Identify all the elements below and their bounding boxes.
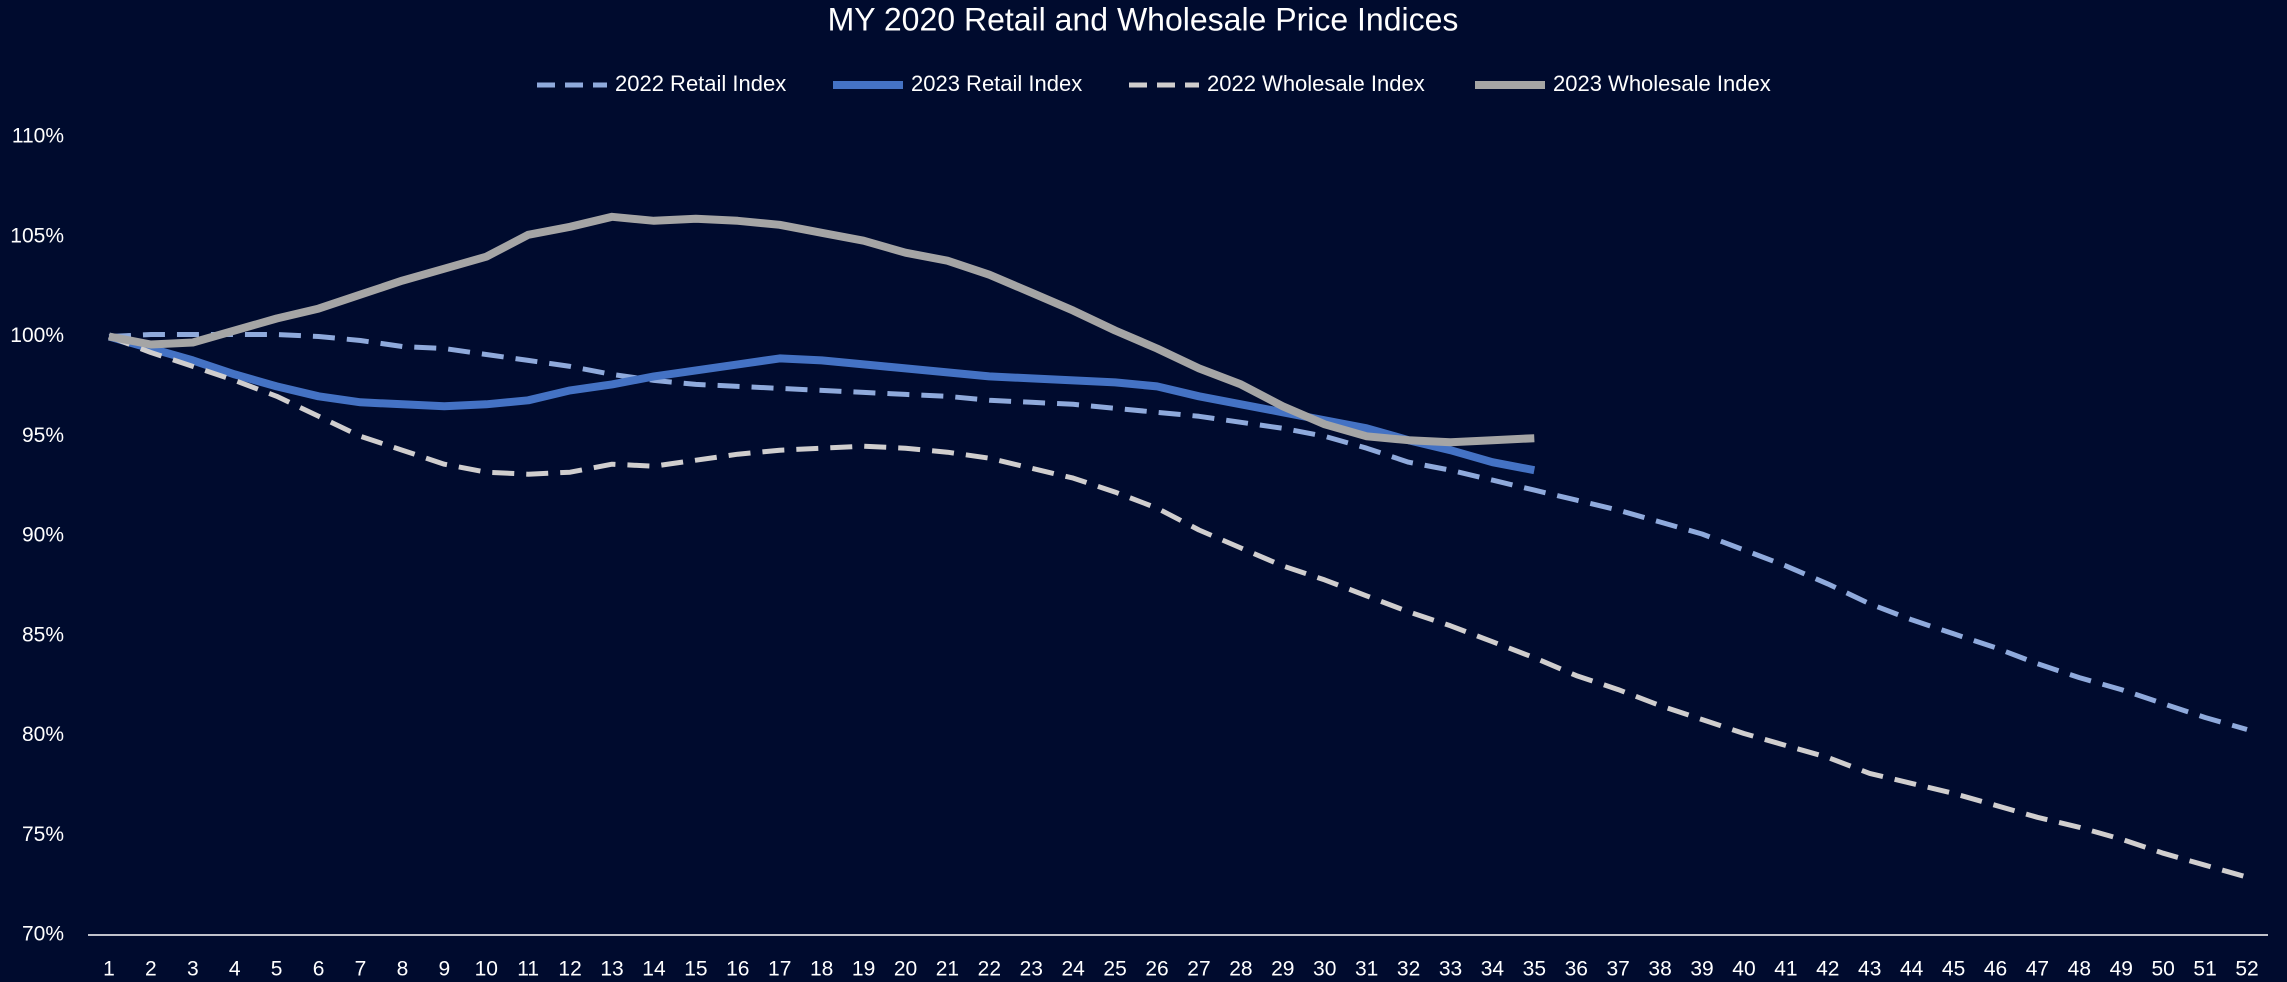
- x-tick-label: 33: [1439, 958, 1462, 981]
- x-tick-label: 39: [1690, 958, 1713, 981]
- x-tick-label: 44: [1900, 958, 1924, 981]
- x-tick-label: 3: [187, 958, 199, 981]
- x-tick-label: 34: [1481, 958, 1505, 981]
- x-tick-label: 6: [313, 958, 325, 981]
- x-tick-label: 29: [1271, 958, 1294, 981]
- x-tick-label: 27: [1187, 958, 1210, 981]
- x-tick-label: 21: [936, 958, 959, 981]
- x-tick-label: 17: [768, 958, 791, 981]
- x-tick-label: 7: [355, 958, 367, 981]
- x-tick-label: 46: [1984, 958, 2007, 981]
- x-tick-label: 24: [1062, 958, 1086, 981]
- x-tick-label: 18: [810, 958, 833, 981]
- x-tick-label: 48: [2068, 958, 2091, 981]
- legend-label: 2023 Wholesale Index: [1553, 71, 1771, 96]
- x-tick-label: 32: [1397, 958, 1420, 981]
- series-line: [108, 332, 2248, 732]
- x-tick-label: 43: [1858, 958, 1881, 981]
- x-tick-label: 12: [558, 958, 581, 981]
- y-tick-label: 90%: [22, 524, 64, 547]
- y-tick-label: 95%: [22, 424, 64, 447]
- x-tick-label: 9: [439, 958, 451, 981]
- x-tick-label: 1: [103, 958, 115, 981]
- x-tick-label: 45: [1942, 958, 1965, 981]
- x-tick-label: 41: [1774, 958, 1797, 981]
- x-tick-label: 20: [894, 958, 917, 981]
- chart-title: MY 2020 Retail and Wholesale Price Indic…: [828, 1, 1459, 37]
- x-tick-label: 35: [1523, 958, 1546, 981]
- x-tick-label: 30: [1313, 958, 1336, 981]
- x-tick-label: 8: [397, 958, 409, 981]
- x-tick-label: 47: [2026, 958, 2049, 981]
- x-tick-label: 36: [1565, 958, 1588, 981]
- x-tick-label: 42: [1816, 958, 1839, 981]
- x-tick-label: 4: [229, 958, 241, 981]
- x-tick-label: 52: [2235, 958, 2258, 981]
- x-tick-label: 49: [2110, 958, 2133, 981]
- x-tick-label: 23: [1020, 958, 1043, 981]
- x-tick-label: 13: [600, 958, 623, 981]
- x-tick-label: 37: [1607, 958, 1630, 981]
- x-tick-label: 25: [1103, 958, 1126, 981]
- x-tick-label: 28: [1229, 958, 1252, 981]
- x-tick-label: 50: [2152, 958, 2175, 981]
- series-line: [108, 334, 2248, 880]
- y-tick-label: 105%: [10, 224, 64, 247]
- x-tick-label: 16: [726, 958, 749, 981]
- y-tick-label: 70%: [22, 923, 64, 946]
- x-tick-label: 22: [978, 958, 1001, 981]
- x-tick-label: 40: [1732, 958, 1755, 981]
- x-tick-label: 14: [642, 958, 666, 981]
- x-tick-label: 51: [2193, 958, 2216, 981]
- legend-label: 2022 Retail Index: [615, 71, 786, 96]
- x-tick-label: 5: [271, 958, 283, 981]
- series-line: [107, 332, 1536, 475]
- legend-label: 2022 Wholesale Index: [1207, 71, 1425, 96]
- x-tick-label: 15: [684, 958, 707, 981]
- x-tick-label: 38: [1648, 958, 1671, 981]
- y-tick-label: 100%: [10, 324, 64, 347]
- x-tick-label: 11: [517, 958, 539, 981]
- y-tick-label: 80%: [22, 723, 64, 746]
- x-tick-label: 31: [1355, 958, 1378, 981]
- legend-label: 2023 Retail Index: [911, 71, 1082, 96]
- y-tick-label: 75%: [22, 823, 64, 846]
- x-tick-label: 10: [475, 958, 498, 981]
- x-tick-label: 2: [145, 958, 157, 981]
- series-line: [108, 212, 1535, 447]
- x-tick-label: 19: [852, 958, 875, 981]
- x-tick-label: 26: [1145, 958, 1168, 981]
- y-tick-label: 110%: [12, 125, 64, 148]
- y-tick-label: 85%: [22, 623, 64, 646]
